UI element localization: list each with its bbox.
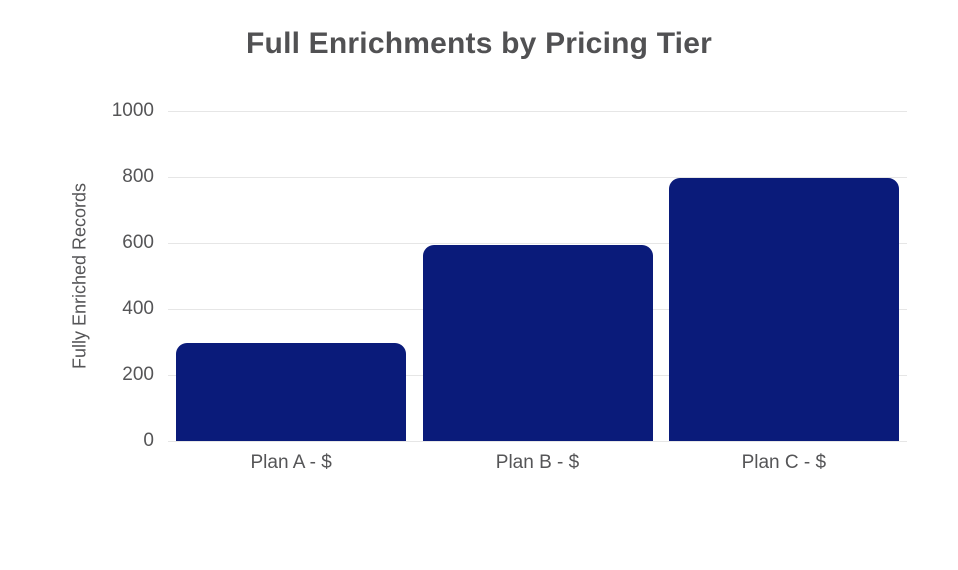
y-tick-label-200: 200 (122, 364, 154, 385)
bar-3 (668, 178, 899, 441)
y-tick-label-1000: 1000 (111, 100, 154, 121)
gridline-y-1000 (168, 110, 907, 112)
x-tick-label-2: Plan B - $ (495, 452, 580, 473)
bar-1 (176, 343, 407, 441)
gridline-y-800 (168, 176, 907, 178)
y-tick-label-800: 800 (122, 166, 154, 187)
chart-title: Full Enrichments by Pricing Tier (246, 27, 712, 60)
bar-2 (422, 244, 653, 441)
x-tick-label-3: Plan C - $ (741, 452, 827, 473)
plot-area: 0 200 400 600 800 1000 Plan A - $ Plan B - $ Pla… (112, 100, 907, 473)
y-axis-label-text: Fully Enriched Records (69, 182, 90, 370)
y-tick-label-0: 0 (143, 430, 154, 451)
gridline-y-600 (168, 242, 907, 244)
y-tick-label-400: 400 (122, 298, 154, 319)
x-tick-label-1: Plan A - $ (250, 452, 332, 473)
gridline-y-0 (168, 440, 907, 442)
y-tick-label-600: 600 (122, 232, 154, 253)
